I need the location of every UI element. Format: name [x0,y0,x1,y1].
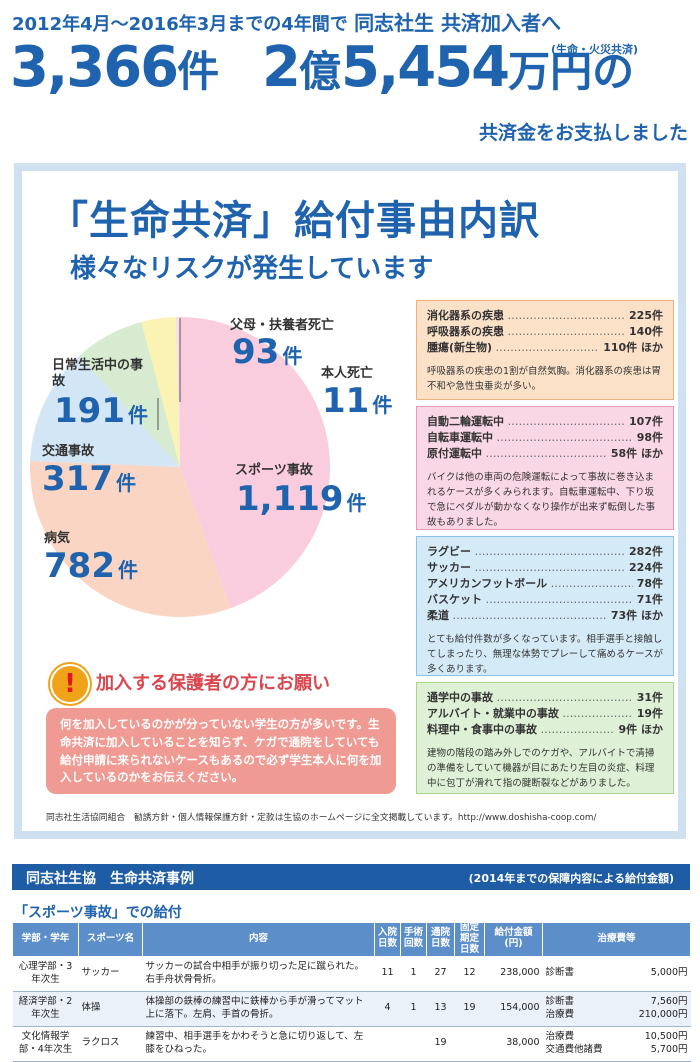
detail-row: バスケット71件 [427,592,663,608]
illness-detail-box: 消化器系の疾患225件 呼吸器系の疾患140件 腫瘍(新生物)110件 ほか 呼… [416,300,674,400]
footer-note: 同志社生活協同組合 勧誘方針・個人情報保護方針・定款は生協のホームページに全文掲… [46,813,597,823]
pie-label-illness: 病気 [44,531,71,546]
pie-value-traffic: 317 件 [42,459,136,499]
detail-row: 料理中・食事中の事故9件 ほか [427,722,663,738]
pie-value-parent-death: 93 件 [232,332,303,372]
case-section-bar: 同志社生協 生命共済事例 (2014年までの保障内容による給付金額) [12,864,690,890]
detail-row: 原付運転中58件 ほか [427,446,663,462]
pie-value-illness: 782 件 [44,546,138,586]
total-claims-count: 3,366件 [10,40,219,96]
table-row: 文化情報学部・4年次生 ラクロス 練習中、相手選手をかわそうと急に切り返して、左… [12,1026,691,1062]
header-period: 2012年4月〜2016年3月までの4年間で 同志社生 共済加入者へ [12,7,561,36]
request-title: 加入する保護者の方にお願い [96,673,330,694]
pie-slice-4 [141,317,180,467]
col-header: スポーツ名 [78,922,143,957]
detail-row: 呼吸器系の疾患140件 [427,324,663,340]
detail-row: 消化器系の疾患225件 [427,308,663,324]
detail-row: ラグビー282件 [427,544,663,560]
sports-heading: 「スポーツ事故」での給付 [14,905,182,921]
pie-label-parent-death: 父母・扶養者死亡 [230,318,335,333]
detail-row: 自動二輪運転中107件 [427,414,663,430]
count-value: 3,366 [10,35,179,100]
pie-slice-1 [30,460,231,617]
detail-row: 腫瘍(新生物)110件 ほか [427,340,663,356]
amount-man-unit: 万円の [508,47,635,96]
pie-label-traffic: 交通事故 [42,444,95,459]
col-header: 内容 [142,922,375,957]
pie-slice-2 [30,355,180,467]
pie-value-sports: 1,119 件 [236,479,367,519]
detail-row: サッカー224件 [427,560,663,576]
detail-row: アルバイト・就業中の事故19件 [427,706,663,722]
pie-slice-0 [180,317,330,609]
detail-note: バイクは他の車両の危険運転によって事故に巻き込まれるケースが多くみられます。自転… [427,471,656,529]
pie-label-daily: 日常生活中の事故 [52,358,144,390]
amount-note: (生命・火災共済) [551,43,639,56]
pie-slice-5 [175,317,180,467]
detail-row: 自転車運転中98件 [427,430,663,446]
traffic-detail-box: 自動二輪運転中107件 自転車運転中98件 原付運転中58件 ほか バイクは他の… [416,406,674,530]
case-bar-title: 同志社生協 生命共済事例 [26,871,194,887]
count-unit: 件 [177,47,220,96]
amount-man: 5,454 [340,35,510,100]
case-table: 学部・学年 スポーツ名 内容 入院日数 手術回数 通院日数 固定期定日数 給付金… [12,922,691,1062]
sports-detail-box: ラグビー282件 サッカー224件 アメリカンフットボール78件 バスケット71… [416,536,674,676]
total-paid-amount: 2億5,454万円の [262,40,634,96]
table-row: 経済学部・2年次生 体操 体操部の鉄棒の練習中に鉄棒から手が滑ってマット上に落下… [12,991,691,1027]
amount-oku-unit: 億 [298,47,341,96]
pie-label-sports: スポーツ事故 [235,463,313,478]
detail-note: とても給付件数が多くなっています。相手選手と接触してしまったり、無理な体勢でプレ… [427,633,663,676]
col-header: 給付金額(円) [484,922,543,957]
detail-row: 柔道73件 ほか [427,608,663,624]
col-header: 通院日数 [426,922,455,957]
table-header-row: 学部・学年 スポーツ名 内容 入院日数 手術回数 通院日数 固定期定日数 給付金… [12,922,691,957]
col-header: 治療費等 [542,922,691,957]
period-text: 2012年4月〜2016年3月までの4年間で [12,14,348,35]
case-bar-note: (2014年までの保障内容による給付金額) [468,872,674,885]
detail-note: 呼吸器系の疾患の1割が自然気胸。消化器系の疾患は胃不和や急性虫垂炎が多い。 [427,365,662,392]
panel-subtitle: 様々なリスクが発生しています [70,254,434,284]
amount-oku: 2 [262,35,301,100]
col-header: 学部・学年 [12,922,79,957]
pie-value-self-death: 11 件 [322,381,393,421]
detail-row: アメリカンフットボール78件 [427,576,663,592]
detail-row: 通学中の事故31件 [427,690,663,706]
pie-slice-3 [79,322,180,467]
exclamation-icon: ! [50,664,90,704]
request-body: 何を加入しているのかが分っていない学生の方が多いです。生命共済に加入していること… [46,708,396,794]
daily-detail-box: 通学中の事故31件 アルバイト・就業中の事故19件 料理中・食事中の事故9件 ほ… [416,682,674,794]
pie-label-self-death: 本人死亡 [321,366,374,381]
panel-title: 「生命共済」給付事由内訳 [48,198,540,244]
col-header: 入院日数 [374,922,401,957]
table-row: 心理学部・3年次生 サッカー サッカーの試合中相手が振り切った足に蹴られた。右手… [12,956,691,992]
col-header: 固定期定日数 [454,922,485,957]
col-header: 手術回数 [400,922,427,957]
detail-note: 建物の階段の踏み外しでのケガや、アルバイトで清掃の準備をしていて機器が目にあたり… [427,747,655,790]
paid-text: 共済金をお支払しました [478,122,688,144]
pie-value-daily: 191 件 [54,391,148,431]
target-text: 同志社生 共済加入者へ [354,11,562,35]
